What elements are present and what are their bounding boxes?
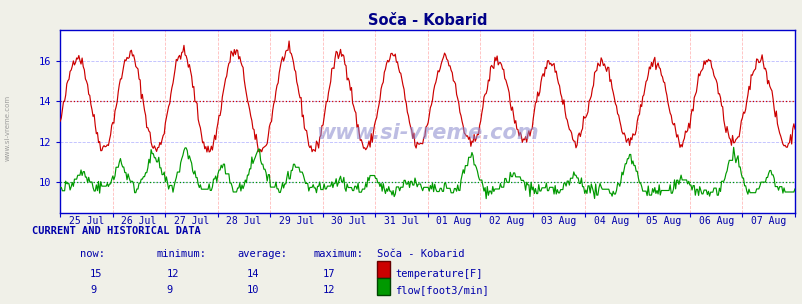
Text: www.si-vreme.com: www.si-vreme.com: [5, 95, 11, 161]
Text: CURRENT AND HISTORICAL DATA: CURRENT AND HISTORICAL DATA: [32, 226, 200, 236]
Text: 9: 9: [166, 285, 172, 295]
Title: Soča - Kobarid: Soča - Kobarid: [367, 13, 487, 28]
Text: maximum:: maximum:: [313, 249, 363, 259]
Text: flow[foot3/min]: flow[foot3/min]: [395, 285, 488, 295]
Text: 15: 15: [90, 269, 103, 279]
Text: minimum:: minimum:: [156, 249, 206, 259]
Text: 9: 9: [90, 285, 96, 295]
Text: 14: 14: [246, 269, 259, 279]
Text: Soča - Kobarid: Soča - Kobarid: [377, 249, 464, 259]
Text: 12: 12: [166, 269, 179, 279]
Text: 17: 17: [322, 269, 335, 279]
Text: 12: 12: [322, 285, 335, 295]
Text: average:: average:: [237, 249, 286, 259]
Text: www.si-vreme.com: www.si-vreme.com: [316, 123, 538, 143]
Text: 10: 10: [246, 285, 259, 295]
Text: now:: now:: [80, 249, 105, 259]
Text: temperature[F]: temperature[F]: [395, 269, 482, 279]
